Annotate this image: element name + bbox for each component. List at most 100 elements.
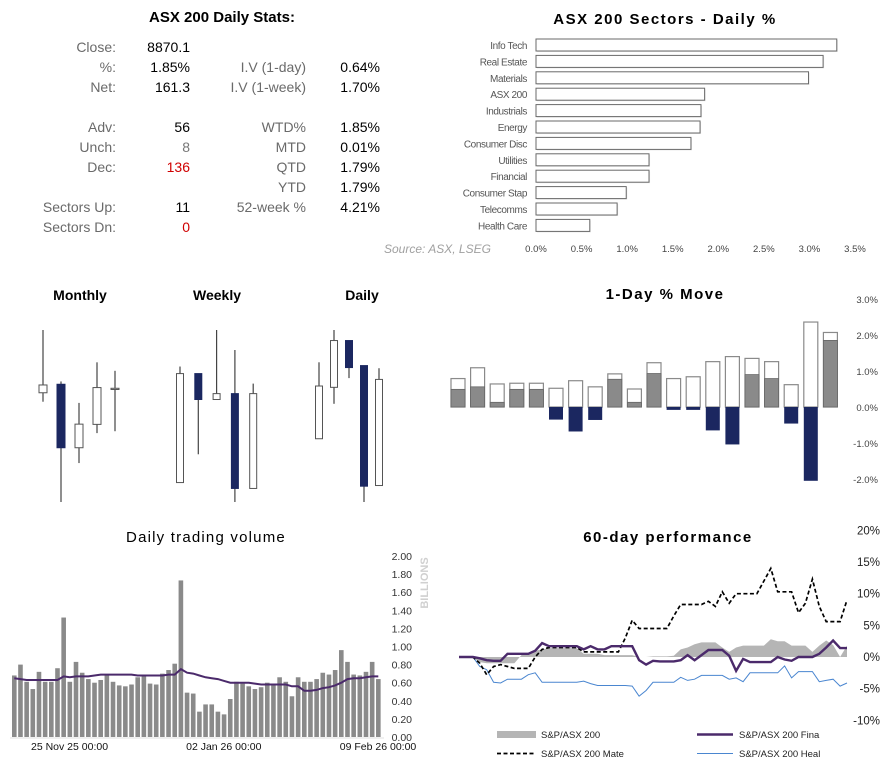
volume-bar <box>55 668 60 737</box>
candle-up <box>74 423 84 449</box>
perf-tick-label: 15% <box>857 557 880 569</box>
volume-bar <box>184 692 190 737</box>
volume-bar <box>86 679 91 737</box>
sector-bar <box>535 153 650 167</box>
volume-bar <box>240 683 245 737</box>
sector-bar <box>535 87 706 101</box>
stat-label: I.V (1-day) <box>240 59 306 75</box>
volume-bar <box>73 661 79 737</box>
perf-tick-label: -5% <box>860 684 880 696</box>
stat-value: 1.85% <box>340 119 380 135</box>
sector-tick-label: 2.5% <box>753 244 775 255</box>
move-range-bar <box>724 356 741 408</box>
volume-bar <box>178 580 184 737</box>
move-close-bar-up <box>764 378 779 408</box>
volume-bar <box>314 679 319 737</box>
volume-date-label: 25 Nov 25 00:00 <box>31 741 108 753</box>
candle-down <box>345 340 353 369</box>
volume-bar <box>301 681 307 737</box>
volume-tick-label: 0.20 <box>392 714 413 726</box>
stat-value: 0.64% <box>340 59 380 75</box>
sector-label: Consumer Disc <box>464 139 528 150</box>
stats-row-adv: Adv: 56 WTD% 1.85% <box>0 117 444 137</box>
volume-bar <box>166 670 171 737</box>
stat-label: QTD <box>276 159 306 175</box>
perf-tick-label: -10% <box>853 715 880 727</box>
volume-title: Daily trading volume <box>126 529 286 546</box>
volume-bar <box>289 696 295 737</box>
move-close-bar-down <box>705 407 720 431</box>
stat-value: 161.3 <box>154 79 190 95</box>
stat-label: Close: <box>76 39 116 55</box>
stat-label: Sectors Up: <box>42 199 116 215</box>
candle-up <box>375 378 383 487</box>
stat-label: Adv: <box>87 119 116 135</box>
volume-bar <box>197 711 202 737</box>
sector-bar <box>535 136 692 150</box>
stat-value: 56 <box>174 119 190 135</box>
volume-bar <box>141 675 147 737</box>
stat-value: 1.79% <box>340 159 380 175</box>
move-tick-label: 0.0% <box>856 403 878 414</box>
volume-bar <box>227 698 233 737</box>
stats-row-pct: %: 1.85% I.V (1-day) 0.64% <box>0 57 444 77</box>
move-tick-label: 2.0% <box>856 331 878 342</box>
legend-label: S&P/ASX 200 <box>541 730 600 741</box>
volume-bar <box>264 682 270 737</box>
move-close-bar-down <box>549 407 563 420</box>
perf-tick-label: 0% <box>863 652 880 664</box>
move-range-bar <box>587 386 603 408</box>
monthly-title: Monthly <box>53 287 107 303</box>
candle-up <box>176 373 184 484</box>
move-close-bar-up <box>744 374 760 408</box>
perf-tick-label: 5% <box>863 620 880 632</box>
stat-label: YTD <box>278 179 306 195</box>
candle-up <box>38 384 48 394</box>
volume-bar <box>283 681 289 737</box>
volume-tick-label: 0.40 <box>392 696 413 708</box>
volume-tick-label: 1.00 <box>392 642 413 654</box>
volume-bar <box>98 679 103 737</box>
stat-label: Unch: <box>79 139 116 155</box>
stat-label: 52-week % <box>236 199 306 215</box>
sectors-chart: Info Tech Real Estate Materials ASX 200 Indu… <box>463 38 866 255</box>
move-close-bar-down <box>588 407 603 420</box>
move-close-bar-up <box>646 373 662 408</box>
move-close-bar-up <box>450 388 466 408</box>
volume-tick-label: 0.00 <box>392 732 413 744</box>
stat-value: 1.85% <box>150 59 190 75</box>
volume-bar <box>376 679 381 737</box>
candle-down <box>360 365 368 487</box>
stat-label: Dec: <box>87 159 116 175</box>
volume-bar <box>332 670 338 737</box>
volume-tick-label: 0.80 <box>392 660 413 672</box>
move-range-bar <box>548 387 564 408</box>
one-day-move-title: 1-Day % Move <box>606 286 725 303</box>
source-note: Source: ASX, LSEG <box>384 242 491 256</box>
sector-bar <box>535 54 824 68</box>
legend-swatch-asx200 <box>497 731 536 738</box>
move-range-bar <box>567 380 584 408</box>
sector-label: Real Estate <box>480 57 528 68</box>
volume-bar <box>49 681 54 737</box>
stat-label: WTD% <box>261 119 306 135</box>
series-line-materials <box>459 566 848 677</box>
sector-tick-label: 2.0% <box>707 244 729 255</box>
move-close-bar-down <box>666 407 681 410</box>
move-range-bar <box>705 361 721 408</box>
volume-bar <box>308 681 313 737</box>
performance-title: 60-day performance <box>583 529 753 546</box>
volume-bar <box>92 682 97 737</box>
stats-row-net: Net: 161.3 I.V (1-week) 1.70% <box>0 77 444 97</box>
move-range-bar <box>783 384 799 408</box>
sector-tick-label: 3.5% <box>844 244 866 255</box>
volume-bar <box>190 693 196 737</box>
volume-tick-label: 1.80 <box>392 569 413 581</box>
volume-bar <box>30 689 36 737</box>
sector-label: Consumer Stap <box>463 189 528 200</box>
sector-label: Energy <box>498 123 528 134</box>
stat-label: Sectors Dn: <box>42 219 116 235</box>
volume-ylabel: BILLIONS <box>419 557 431 608</box>
volume-bar <box>12 675 17 737</box>
